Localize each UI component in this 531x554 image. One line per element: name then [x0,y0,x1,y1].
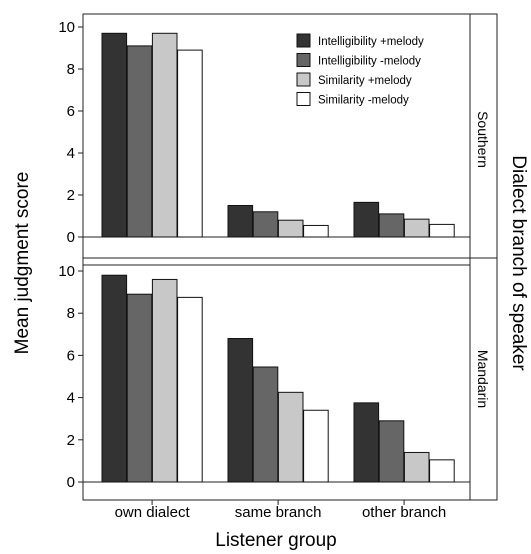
bar [429,223,455,238]
legend-label: Intelligibility -melody [318,56,421,68]
bar [177,296,203,483]
facet-strip [469,257,498,501]
bar [429,459,455,483]
bar [353,201,380,238]
bar [303,409,329,483]
bar [126,293,153,483]
bar [101,32,128,238]
bar [353,402,380,483]
legend-swatch [296,53,311,67]
bar [151,278,178,483]
bar [403,218,430,238]
facet-axis-title: Dialect branch of speaker [508,155,529,371]
y-tick-label: 4 [67,390,75,407]
legend-label: Similarity -melody [318,95,409,107]
x-tick-label: own dialect [115,504,191,521]
legend-swatch [296,92,311,106]
bar [277,219,304,238]
bar [252,211,279,238]
y-tick-label: 0 [67,474,75,491]
y-tick-label: 8 [67,305,75,322]
panel-frame [82,13,471,266]
facet-strip-label: Mandarin [475,350,491,408]
legend-label: Intelligibility +melody [318,36,424,48]
bar [177,49,203,238]
bar [126,45,153,238]
y-axis-title: Mean judgment score [12,172,33,355]
y-tick-label: 2 [67,432,75,449]
panel-frame [82,257,471,501]
facet-strip [469,13,498,266]
bar [403,451,430,483]
y-tick-label: 2 [67,187,75,204]
bar [227,338,254,483]
y-tick-label: 6 [67,103,75,120]
y-tick-label: 0 [67,229,75,246]
y-tick-label: 4 [67,145,75,162]
y-tick-label: 8 [67,61,75,78]
bar [277,391,304,483]
bar [101,274,128,483]
x-axis-title: Listener group [215,530,336,551]
bar [252,366,279,483]
legend-swatch [296,72,311,87]
panel-mandarin: Mandarin 0 2 4 6 8 10 [58,257,498,501]
x-tick-label: same branch [235,504,322,521]
facet-strip-label: Southern [475,111,491,168]
y-tick-label: 6 [67,347,75,364]
legend-swatch [296,33,311,48]
bar [151,32,178,238]
y-tick-label: 10 [58,19,75,36]
x-tick-label: other branch [362,504,446,521]
y-tick-label: 10 [58,263,75,280]
bar [378,420,405,483]
bar [227,205,254,238]
bar [303,224,329,238]
legend: Intelligibility +melody Intelligibility -… [296,33,424,107]
bar [378,213,405,238]
legend-label: Similarity +melody [318,75,412,87]
